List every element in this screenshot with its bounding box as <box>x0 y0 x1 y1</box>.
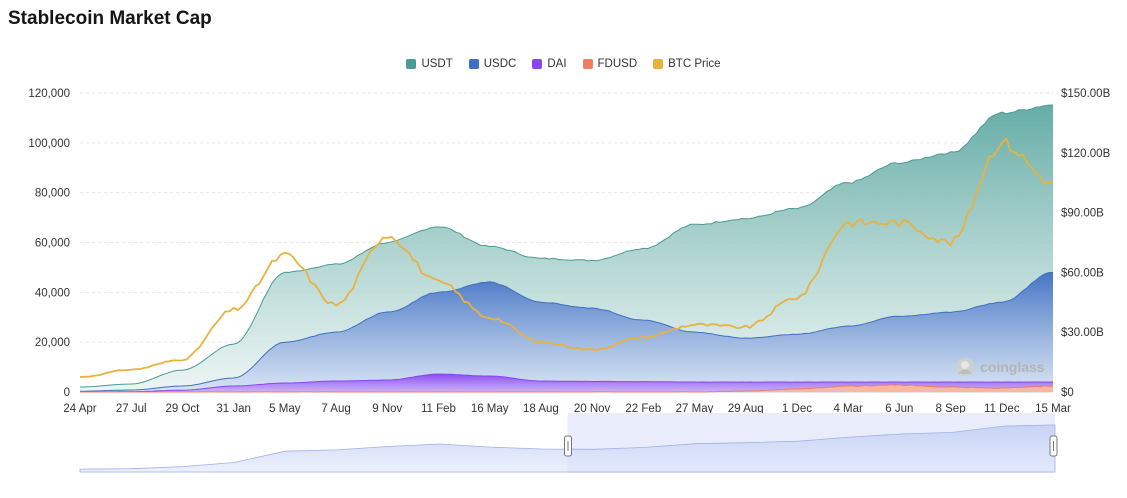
x-axis: 24 Apr 27 Jul 29 Oct 31 Jan 5 May 7 Aug 9 Nov 1… <box>63 403 1071 415</box>
coinglass-logo-icon <box>956 358 974 376</box>
x-tick-label: 4 Mar <box>833 403 863 415</box>
x-tick-label: 31 Jan <box>216 403 251 415</box>
line-btc-price <box>79 137 1054 378</box>
area-fdusd <box>80 384 1053 392</box>
legend-swatch-usdc <box>468 59 479 69</box>
x-tick-label: 29 Oct <box>165 403 200 415</box>
series-areas <box>80 105 1053 392</box>
legend-swatch-fdusd <box>582 59 593 69</box>
x-tick-label: 27 May <box>676 403 714 415</box>
x-tick-label: 8 Sep <box>936 403 966 415</box>
y-left-tick-label: 60,000 <box>35 238 70 250</box>
legend-swatch-dai <box>532 59 543 69</box>
y-left-tick-label: 0 <box>64 387 70 399</box>
series-lines <box>79 104 1054 393</box>
watermark-text: coinglass <box>980 359 1045 375</box>
x-tick-label: 29 Aug <box>728 403 764 415</box>
y-axis-right: $0 $30.00B $60.00B $90.00B $120.00B $150.00B <box>1061 88 1111 399</box>
line-fdusd <box>80 384 1054 393</box>
navigator-series <box>79 424 1056 473</box>
x-tick-label: 1 Dec <box>782 403 812 415</box>
x-tick-label: 15 Mar <box>1035 403 1071 415</box>
y-left-tick-label: 120,000 <box>28 88 70 100</box>
area-usdc <box>80 272 1053 392</box>
legend-swatch-usdt <box>406 59 417 69</box>
legend-label-usdt: USDT <box>421 58 453 70</box>
chart-title: Stablecoin Market Cap <box>8 8 212 29</box>
y-left-tick-label: 80,000 <box>35 188 70 200</box>
legend-swatch-btc-price <box>653 59 664 69</box>
x-tick-label: 11 Feb <box>421 403 456 415</box>
x-tick-label: 24 Apr <box>63 403 96 415</box>
y-right-tick-label: $120.00B <box>1061 148 1111 160</box>
legend-label-dai: DAI <box>547 58 567 70</box>
y-left-tick-label: 20,000 <box>35 337 70 349</box>
x-tick-label: 22 Feb <box>625 403 661 415</box>
area-dai <box>80 374 1053 392</box>
x-tick-label: 11 Dec <box>984 403 1020 415</box>
legend-item-usdc[interactable]: USDC <box>468 58 517 70</box>
legend-label-fdusd: FDUSD <box>597 58 638 70</box>
watermark: coinglass <box>956 358 1045 376</box>
y-right-tick-label: $0 <box>1061 387 1074 399</box>
y-axis-left: 0 20,000 40,000 60,000 80,000 100,000 120,000 <box>28 88 70 399</box>
x-tick-label: 16 May <box>471 403 509 415</box>
x-tick-label: 20 Nov <box>574 403 611 415</box>
range-navigator[interactable] <box>79 413 1058 473</box>
x-tick-label: 7 Aug <box>321 403 350 415</box>
x-tick-label: 27 Jul <box>116 403 147 415</box>
legend-item-btc-price[interactable]: BTC Price <box>653 58 721 70</box>
legend-label-btc-price: BTC Price <box>668 58 721 70</box>
legend-item-fdusd[interactable]: FDUSD <box>582 58 638 70</box>
y-left-tick-label: 40,000 <box>35 287 70 299</box>
y-left-tick-label: 100,000 <box>28 138 70 150</box>
legend-label-usdc: USDC <box>483 58 517 70</box>
legend-item-dai[interactable]: DAI <box>532 58 567 70</box>
y-right-tick-label: $30.00B <box>1061 327 1104 339</box>
x-tick-label: 18 Aug <box>523 403 559 415</box>
line-usdt <box>80 104 1054 388</box>
x-tick-label: 9 Nov <box>372 403 402 415</box>
y-right-tick-label: $150.00B <box>1061 88 1111 100</box>
line-dai <box>80 373 1054 393</box>
y-right-tick-label: $90.00B <box>1061 208 1104 220</box>
x-tick-label: 5 May <box>269 403 301 415</box>
x-tick-label: 6 Jun <box>885 403 913 415</box>
y-right-tick-label: $60.00B <box>1061 267 1104 279</box>
legend-item-usdt[interactable]: USDT <box>406 58 453 70</box>
line-usdc <box>80 271 1054 392</box>
area-usdt <box>80 105 1053 392</box>
legend: USDT USDC DAI FDUSD BTC Price <box>0 58 1127 70</box>
